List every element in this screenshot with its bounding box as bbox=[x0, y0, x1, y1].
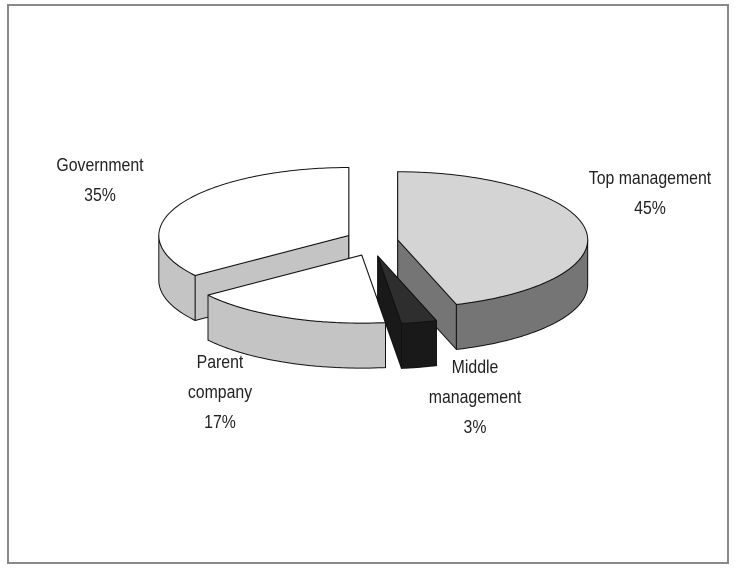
category-label: Parent company bbox=[187, 352, 253, 402]
value-label: 3% bbox=[463, 417, 487, 437]
category-label: Middle management bbox=[428, 357, 522, 407]
slice bbox=[207, 254, 386, 324]
chart-frame bbox=[7, 4, 729, 564]
category-label: Top management bbox=[588, 168, 712, 188]
slice-label: Middle management 3% bbox=[409, 352, 541, 442]
slice-label: Top management 45% bbox=[588, 163, 711, 223]
slice bbox=[158, 167, 350, 276]
slice-label: Parent company 17% bbox=[172, 347, 269, 437]
category-label: Government bbox=[56, 155, 144, 175]
slice-label: Government 35% bbox=[38, 150, 161, 210]
value-label: 45% bbox=[634, 198, 666, 218]
value-label: 35% bbox=[84, 185, 116, 205]
slice bbox=[397, 171, 589, 305]
slice bbox=[377, 255, 437, 324]
value-label: 17% bbox=[204, 412, 236, 432]
